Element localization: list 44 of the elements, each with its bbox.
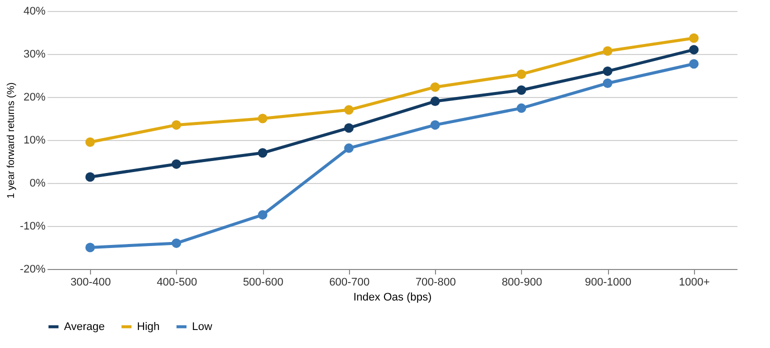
point bbox=[689, 33, 699, 43]
point bbox=[344, 105, 354, 115]
point bbox=[85, 172, 95, 182]
legend-label: High bbox=[137, 320, 160, 333]
y-tick-label: -10% bbox=[20, 220, 46, 232]
x-tick-label: 800-900 bbox=[502, 276, 542, 288]
x-tick-label: 400-500 bbox=[156, 276, 198, 288]
y-tick-label: 0% bbox=[30, 178, 46, 190]
legend-label: Low bbox=[192, 320, 212, 333]
point bbox=[172, 120, 182, 130]
y-tick-label: 20% bbox=[23, 92, 46, 104]
x-tick-label: 1000+ bbox=[678, 276, 710, 288]
point bbox=[602, 66, 612, 76]
point bbox=[602, 78, 612, 88]
point bbox=[258, 148, 268, 158]
x-axis-title: Index Oas (bps) bbox=[353, 292, 432, 304]
y-tick-label: 40% bbox=[23, 6, 46, 18]
x-tick-label: 500-600 bbox=[242, 276, 284, 288]
point bbox=[344, 123, 354, 133]
point bbox=[344, 143, 354, 153]
point bbox=[516, 69, 526, 79]
point bbox=[85, 137, 95, 147]
point bbox=[689, 44, 699, 54]
point bbox=[172, 238, 182, 248]
point bbox=[516, 85, 526, 95]
y-tick-label: -20% bbox=[20, 264, 46, 276]
x-tick-label: 900-1000 bbox=[584, 276, 632, 288]
point bbox=[172, 159, 182, 169]
y-tick-label: 30% bbox=[23, 48, 46, 60]
point bbox=[258, 210, 268, 220]
x-tick-label: 700-800 bbox=[415, 276, 456, 288]
legend-label: Average bbox=[64, 320, 105, 333]
point bbox=[430, 120, 440, 130]
y-axis-title: 1 year forward returns (%) bbox=[6, 82, 17, 199]
point bbox=[430, 82, 440, 92]
x-tick-label: 600-700 bbox=[329, 276, 370, 288]
x-tick-label: 300-400 bbox=[70, 276, 111, 288]
point bbox=[516, 103, 526, 113]
point bbox=[602, 46, 612, 56]
point bbox=[430, 96, 440, 106]
point bbox=[85, 242, 95, 252]
point bbox=[689, 59, 699, 69]
y-tick-label: 10% bbox=[23, 134, 46, 146]
point bbox=[258, 114, 268, 124]
